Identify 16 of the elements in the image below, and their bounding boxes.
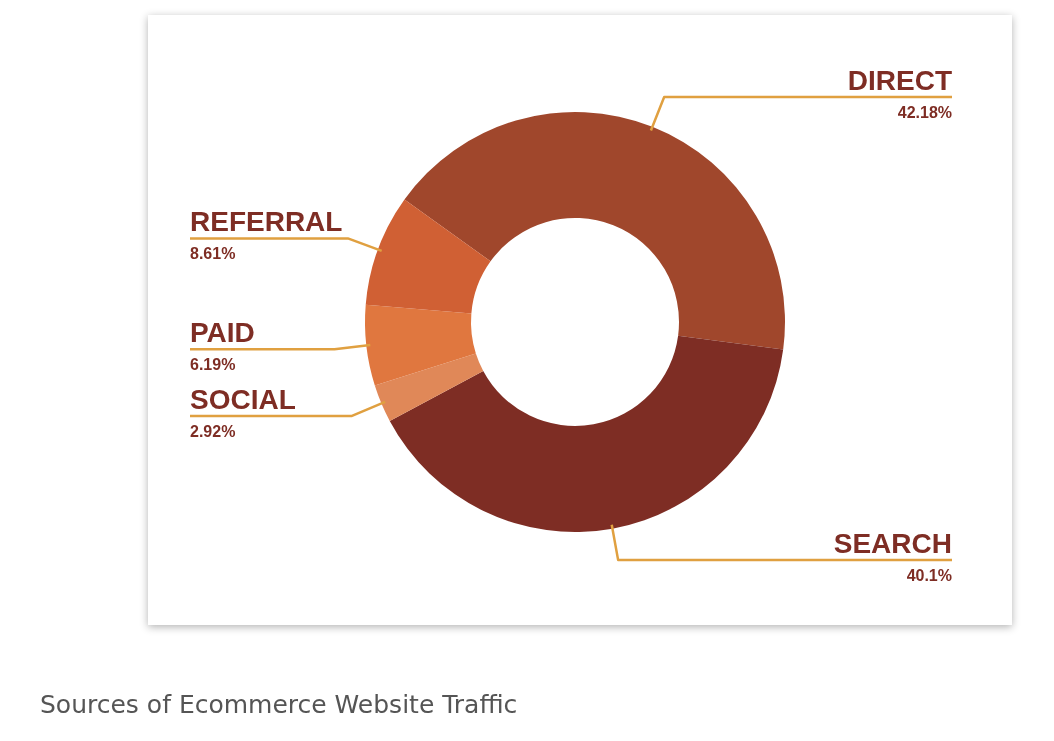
donut-slice [365,199,491,314]
source-note: Sources of Ecommerce Website Traffic [40,690,518,719]
donut-slice [365,304,476,386]
data-label: 8.61% [190,245,236,263]
data-label: 40.1% [906,567,952,585]
donut-slice [389,335,784,532]
donut-slice [374,353,484,421]
data-label: 6.19% [190,356,236,374]
slice-label: SEARCH [833,528,952,560]
slice-label: DIRECT [847,65,952,97]
slice-label: REFERRAL [190,206,343,238]
slice-label: SOCIAL [190,383,296,415]
slice-label: PAID [190,317,255,349]
donut-slice [404,112,785,350]
data-label: 2.92% [190,422,236,440]
data-label: 42.18% [897,104,952,122]
